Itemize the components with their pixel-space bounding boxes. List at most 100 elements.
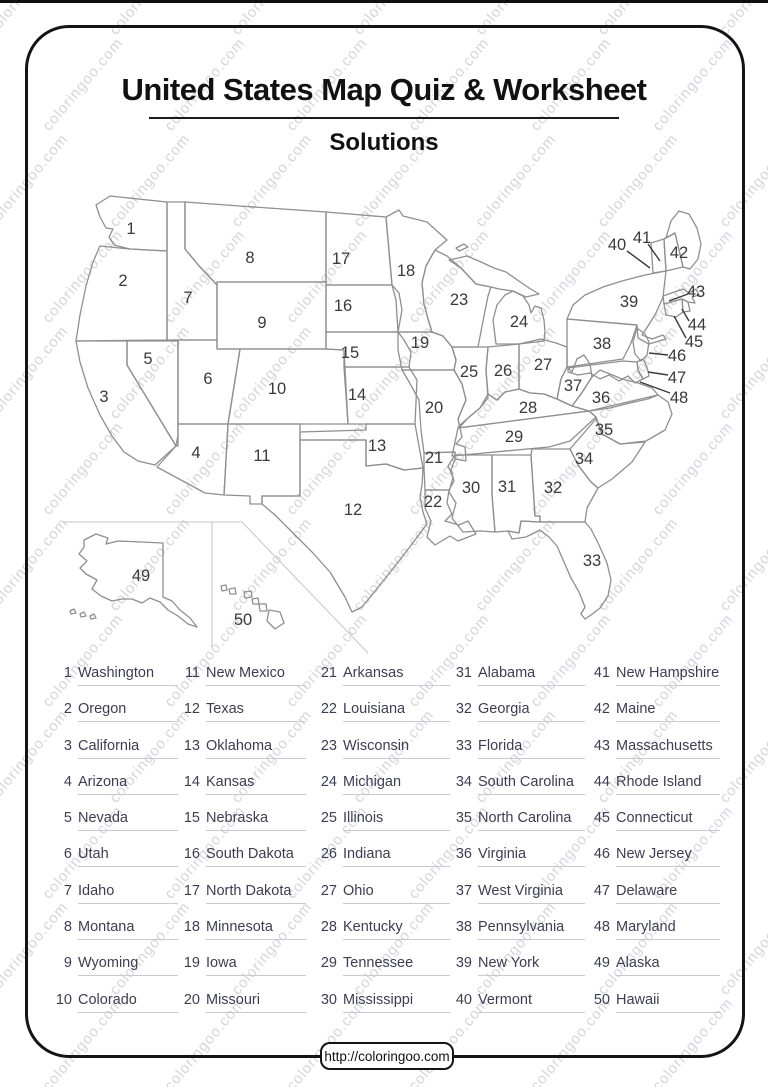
legend-entry-number: 23 [320, 737, 337, 754]
legend-entry-number: 39 [455, 955, 472, 972]
leader-line-46 [648, 352, 669, 356]
legend-entry: 39 New York [450, 953, 585, 977]
legend-entry-number: 11 [184, 665, 200, 681]
legend-entry-number: 24 [320, 773, 337, 790]
state-shape [455, 243, 469, 252]
map-number-42: 42 [670, 244, 688, 262]
leader-line-41 [647, 243, 661, 262]
legend-entry-name: Washington [78, 663, 178, 686]
legend-entry: 50 Hawaii [588, 990, 720, 1013]
map-number-24: 24 [510, 313, 528, 331]
leader-line-47 [647, 371, 669, 376]
legend-entry-name: Maine [616, 699, 720, 723]
map-number-15: 15 [341, 344, 359, 362]
leader-line-44 [681, 308, 690, 322]
legend-entry-name: Indiana [343, 844, 450, 868]
map-number-6: 6 [203, 370, 212, 388]
state-shape [75, 340, 177, 466]
legend-entry: 34 South Carolina [450, 772, 585, 795]
legend-column-5: 41 New Hampshire 42 Maine 43 Massachusetts 44 R… [588, 663, 720, 1026]
legend-entry: 27 Ohio [315, 881, 450, 904]
footer-url-badge: http://coloringoo.com [320, 1042, 454, 1070]
legend-entry-number: 6 [63, 846, 72, 863]
state-shape [385, 209, 448, 333]
legend-entry: 6 Utah [50, 844, 178, 868]
state-shape [78, 533, 198, 628]
legend-entry-number: 29 [320, 955, 337, 972]
state-shape [261, 439, 428, 613]
legend-entry-number: 32 [455, 701, 472, 718]
map-number-43: 43 [687, 283, 705, 301]
legend-entry: 38 Pennsylvania [450, 917, 585, 941]
state-shape [184, 201, 327, 286]
legend-entry: 22 Louisiana [315, 699, 450, 723]
legend-entry: 5 Nevada [50, 808, 178, 832]
state-shape [571, 369, 659, 412]
legend-entry-name: Maryland [616, 917, 720, 941]
map-number-28: 28 [519, 399, 537, 417]
legend-entry-number: 26 [320, 846, 337, 863]
state-shape [632, 327, 650, 362]
legend-entry-name: Missouri [206, 990, 306, 1013]
legend-entry: 3 California [50, 736, 178, 759]
state-shape [567, 360, 644, 384]
state-shape [451, 346, 489, 428]
hawaii-inset-diagonal-line [241, 521, 369, 654]
state-shape [663, 298, 684, 318]
map-number-35: 35 [595, 421, 613, 439]
legend-entry-number: 1 [63, 665, 72, 681]
legend-entry: 40 Vermont [450, 990, 585, 1013]
map-number-4: 4 [191, 444, 200, 462]
legend-entry-name: Wyoming [78, 953, 178, 977]
map-number-36: 36 [592, 389, 610, 407]
legend-entry-name: North Carolina [478, 808, 585, 832]
legend-entry-number: 27 [320, 882, 337, 899]
map-number-37: 37 [564, 377, 582, 395]
legend-entry-number: 42 [593, 701, 610, 718]
legend-entry: 8 Montana [50, 917, 178, 941]
legend-entry: 10 Colorado [50, 990, 178, 1013]
legend-entry-number: 47 [593, 882, 610, 899]
legend-entry-number: 46 [593, 846, 610, 863]
map-number-32: 32 [544, 479, 562, 497]
state-shape [228, 587, 237, 595]
map-number-11: 11 [253, 447, 270, 465]
legend-entry-name: Delaware [616, 881, 720, 904]
leader-line-43 [668, 293, 689, 302]
legend-entry-number: 48 [593, 919, 610, 936]
page-top-edge [0, 0, 768, 3]
legend-entry: 19 Iowa [178, 953, 306, 977]
legend-entry-name: Texas [206, 699, 306, 723]
legend-entry: 23 Wisconsin [315, 736, 450, 759]
legend-entry-name: Michigan [343, 772, 450, 795]
legend-entry: 42 Maine [588, 699, 720, 723]
legend-entry: 17 North Dakota [178, 881, 306, 904]
map-number-2: 2 [118, 272, 127, 290]
legend-entry-number: 12 [183, 701, 200, 718]
legend-entry: 28 Kentucky [315, 917, 450, 941]
map-number-47: 47 [668, 369, 686, 387]
state-shape [665, 210, 702, 270]
state-shape [75, 245, 168, 342]
leader-line-45 [673, 315, 687, 339]
state-numbers-group: 1234567891011121314151617181920212223242… [99, 220, 706, 629]
legend-entry-number: 4 [63, 773, 72, 790]
legend-entry-name: New Jersey [616, 844, 720, 868]
legend-entry-number: 36 [455, 846, 472, 863]
map-number-20: 20 [425, 399, 443, 417]
legend-entry-number: 40 [455, 991, 472, 1008]
legend-entry-name: Idaho [78, 881, 178, 904]
legend-entry: 31 Alabama [450, 663, 585, 686]
legend-entry: 32 Georgia [450, 699, 585, 723]
state-shape [299, 423, 424, 471]
legend-column-4: 31 Alabama 32 Georgia 33 Florida 34 South Carol… [450, 663, 585, 1026]
legend-entry: 44 Rhode Island [588, 772, 720, 795]
map-number-3: 3 [99, 388, 108, 406]
legend-entry-name: Massachusetts [616, 736, 720, 759]
state-shape [95, 195, 168, 252]
leader-line-40 [626, 250, 651, 269]
legend-entry-name: New Hampshire [616, 663, 720, 686]
legend-entry-name: West Virginia [478, 881, 585, 904]
legend-entry-number: 19 [183, 955, 200, 972]
